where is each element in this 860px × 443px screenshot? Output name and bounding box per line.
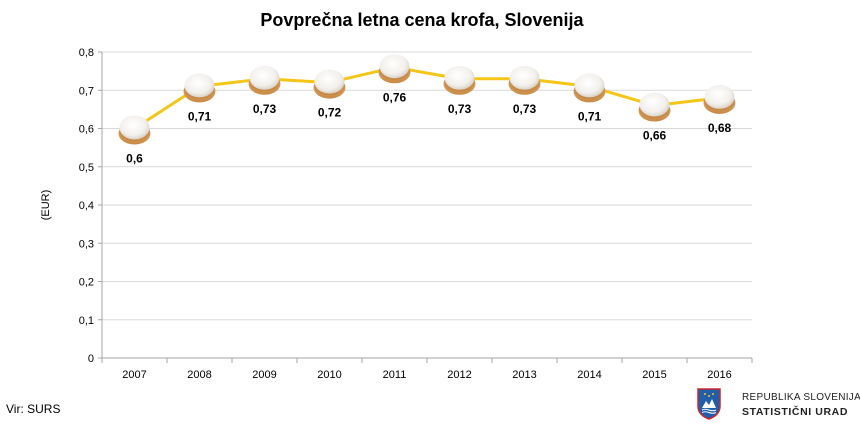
axis-layer: 0 0,1 0,2 0,3 0,4 0,5 0,6 0,7 0,8 2007 2008 2009 201… <box>79 47 753 381</box>
marker-layer <box>118 54 736 145</box>
donut-sugar <box>509 65 540 90</box>
donut-marker <box>508 65 541 95</box>
data-label: 0,72 <box>318 106 342 120</box>
donut-sugar <box>704 84 735 109</box>
data-label: 0,68 <box>708 121 732 135</box>
y-tick-label: 0,3 <box>79 238 94 250</box>
donut-marker <box>118 115 151 145</box>
y-tick-label: 0,6 <box>79 124 94 136</box>
donut-sugar <box>574 73 605 98</box>
donut-sugar <box>379 54 410 79</box>
donut-sugar <box>184 73 215 98</box>
donut-sugar <box>249 65 280 90</box>
y-tick-label: 0,8 <box>79 47 94 59</box>
donut-marker <box>443 65 476 95</box>
x-tick-label: 2010 <box>317 369 341 381</box>
donut-marker <box>573 73 606 103</box>
donut-marker <box>703 84 736 114</box>
x-tick-label: 2009 <box>252 369 276 381</box>
y-axis-title: (EUR) <box>40 190 52 221</box>
x-tick-label: 2007 <box>122 369 146 381</box>
logo-line-1: REPUBLIKA SLOVENIJA <box>742 392 860 403</box>
y-tick-label: 0,2 <box>79 277 94 289</box>
donut-marker <box>638 92 671 122</box>
donut-marker <box>378 54 411 84</box>
x-tick-label: 2011 <box>383 369 407 381</box>
donut-marker <box>183 73 216 103</box>
donut-marker <box>248 65 281 95</box>
x-tick-label: 2012 <box>447 369 471 381</box>
y-tick-label: 0,1 <box>79 315 94 327</box>
data-label: 0,73 <box>448 102 472 116</box>
x-tick-label: 2015 <box>642 369 666 381</box>
x-tick-label: 2014 <box>577 369 601 381</box>
data-label: 0,71 <box>188 109 212 123</box>
y-tick-label: 0 <box>88 353 94 365</box>
x-tick-label: 2008 <box>187 369 211 381</box>
data-label: 0,76 <box>383 90 407 104</box>
slovenia-coat-of-arms-icon <box>697 388 721 420</box>
x-tick-label: 2013 <box>512 369 536 381</box>
data-label: 0,73 <box>253 102 277 116</box>
data-label: 0,73 <box>513 102 537 116</box>
data-label: 0,71 <box>578 109 602 123</box>
donut-sugar <box>444 65 475 90</box>
chart-title: Povprečna letna cena krofa, Slovenija <box>260 10 584 30</box>
y-tick-label: 0,5 <box>79 162 94 174</box>
y-tick-label: 0,4 <box>79 200 94 212</box>
donut-sugar <box>314 69 345 94</box>
x-tick-label: 2016 <box>707 369 731 381</box>
donut-marker <box>313 69 346 99</box>
surs-logo[interactable]: REPUBLIKA SLOVENIJA STATISTIČNI URAD <box>694 388 860 424</box>
data-label: 0,66 <box>643 129 667 143</box>
donut-sugar <box>119 115 150 140</box>
logo-line-2: STATISTIČNI URAD <box>742 406 849 418</box>
source-note: Vir: SURS <box>6 402 61 416</box>
y-tick-label: 0,7 <box>79 85 94 97</box>
donut-sugar <box>639 92 670 117</box>
series-line <box>133 65 721 130</box>
label-layer: 0,6 0,71 0,73 0,72 0,76 0,73 0,73 0,71 0,66 0,68 <box>126 90 731 165</box>
line-layer <box>133 65 721 130</box>
data-label: 0,6 <box>126 152 143 166</box>
